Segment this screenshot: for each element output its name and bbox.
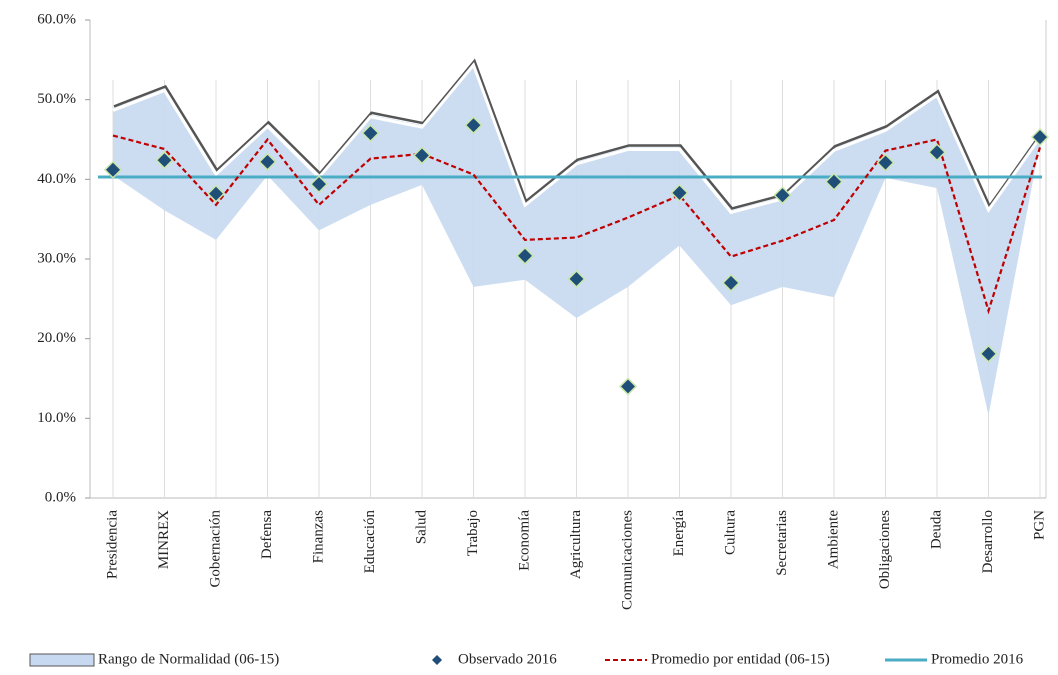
range-upper-shadow — [113, 58, 1043, 210]
range-area — [113, 63, 1040, 416]
x-tick-label: PGN — [1031, 510, 1047, 540]
x-tick-label: Cultura — [722, 510, 738, 555]
point — [309, 175, 329, 194]
point — [103, 160, 123, 179]
point — [876, 153, 895, 172]
y-tick-label: 50.0% — [37, 91, 76, 107]
y-tick-label: 20.0% — [37, 330, 76, 346]
point — [258, 152, 277, 171]
y-tick-label: 10.0% — [37, 410, 76, 426]
legend-label: Rango de Normalidad (06-15) — [98, 651, 279, 667]
x-tick-label: Economía — [516, 510, 532, 571]
point — [927, 143, 947, 162]
point — [824, 172, 844, 191]
y-tick-label: 40.0% — [37, 171, 76, 187]
point — [155, 151, 174, 170]
legend-swatch — [29, 653, 95, 667]
point — [773, 186, 792, 205]
x-tick-label: Trabajo — [465, 510, 481, 556]
y-tick-label: 60.0% — [37, 11, 76, 27]
x-tick-label: Desarrollo — [980, 510, 996, 573]
legend-label: Observado 2016 — [458, 651, 557, 667]
x-tick-label: Educación — [362, 510, 378, 574]
point — [567, 269, 586, 288]
point — [721, 273, 741, 292]
x-tick-label: Deuda — [928, 510, 944, 549]
legend-label: Promedio 2016 — [931, 651, 1024, 667]
point — [670, 183, 689, 202]
x-tick-label: Ambiente — [825, 510, 841, 569]
x-tick-label: Energía — [671, 510, 687, 557]
point — [1030, 128, 1050, 147]
legend-swatch — [432, 655, 442, 665]
point — [979, 344, 998, 363]
x-tick-label: Obligaciones — [877, 510, 893, 589]
point — [206, 184, 226, 203]
point — [361, 124, 380, 143]
y-tick-label: 0.0% — [45, 489, 76, 505]
x-tick-label: Presidencia — [104, 510, 120, 579]
point — [412, 146, 432, 165]
x-tick-label: Defensa — [259, 510, 275, 559]
x-tick-label: Secretarias — [774, 510, 790, 576]
x-tick-label: Salud — [413, 510, 429, 545]
x-tick-label: Gobernación — [207, 510, 223, 588]
point — [618, 377, 638, 396]
x-tick-label: MINREX — [156, 510, 172, 569]
point — [515, 246, 535, 265]
x-tick-label: Finanzas — [310, 510, 326, 563]
range-upper — [112, 62, 1042, 215]
point — [464, 116, 483, 135]
y-tick-label: 30.0% — [37, 250, 76, 266]
x-tick-label: Agricultura — [568, 510, 584, 579]
x-tick-label: Comunicaciones — [619, 510, 635, 610]
series-line — [112, 134, 1042, 315]
legend-label: Promedio por entidad (06-15) — [651, 651, 830, 667]
